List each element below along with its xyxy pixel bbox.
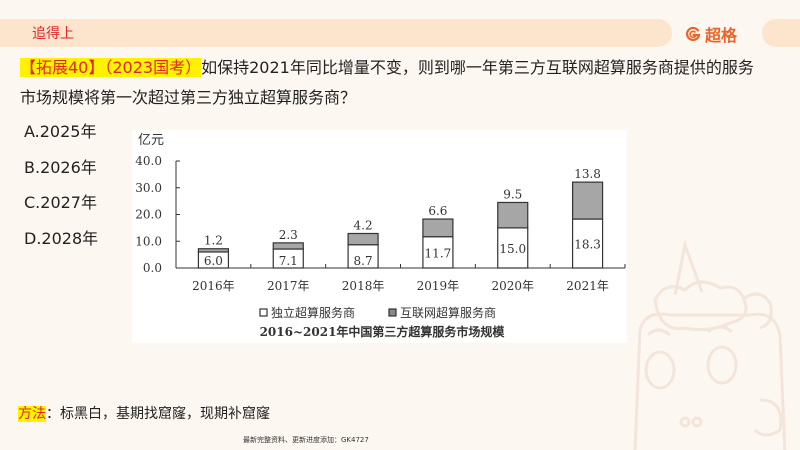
footer-note: 最新完整资料、更新进度添加：GK4727	[243, 436, 369, 444]
x-tick-label: 2016年	[192, 279, 235, 293]
bar-internet	[497, 201, 529, 229]
method-note: 方法：标黑白，基期找窟窿，现期补窟窿	[18, 403, 270, 423]
x-tick-label: 2020年	[491, 279, 534, 293]
option-a[interactable]: A.2025年	[24, 122, 97, 141]
chart-title: 2016~2021年中国第三方超算服务市场规模	[260, 324, 506, 339]
chart-panel: 亿元 0.0 10.0 20.0 30.0 40.0 6.0 1.2 2016年 7.1 2.3 20…	[132, 130, 627, 343]
y-tick-label: 40.0	[135, 154, 162, 168]
x-tick-label: 2019年	[417, 279, 460, 293]
y-tick-label: 10.0	[135, 234, 162, 248]
option-d[interactable]: D.2028年	[24, 228, 99, 248]
bar-internet	[347, 232, 379, 246]
bar-value-label: 13.8	[574, 167, 601, 181]
y-tick-label: 20.0	[135, 208, 162, 222]
method-label: 方法	[18, 406, 46, 422]
bar-value-label: 1.2	[204, 234, 223, 248]
legend-swatch-independent	[259, 308, 268, 317]
bar-internet	[422, 218, 454, 238]
bar-value-label: 9.5	[503, 187, 522, 201]
bar-value-label: 7.1	[279, 254, 298, 268]
header-bar	[0, 19, 672, 47]
section-title: 追得上	[32, 26, 74, 42]
legend-swatch-internet	[388, 308, 397, 317]
g-logo-icon	[686, 26, 701, 42]
bar-value-label: 11.7	[425, 246, 452, 260]
bar-internet	[272, 242, 304, 250]
unicorn-mascot-watermark	[633, 239, 787, 450]
stacked-bar-chart: 亿元 0.0 10.0 20.0 30.0 40.0 6.0 1.2 2016年 7.1 2.3 20…	[135, 133, 626, 339]
bar-value-label: 8.7	[354, 254, 373, 268]
x-tick-label: 2018年	[342, 279, 385, 293]
method-text: ：标黑白，基期找窟窿，现期补窟窿	[46, 406, 270, 422]
x-tick-label: 2017年	[267, 279, 310, 293]
y-tick-label: 0.0	[143, 261, 162, 275]
header-bar-right	[762, 19, 800, 47]
question-tag: 【拓展40】（2023国考）	[20, 58, 202, 77]
bar-value-label: 6.0	[204, 254, 223, 268]
brand-name: 超格	[705, 26, 738, 45]
bar-independent	[422, 236, 454, 269]
legend-label: 独立超算服务商	[271, 305, 355, 320]
answer-options: A.2025年 B.2026年 C.2027年 D.2028年	[24, 118, 98, 260]
legend-label: 互联网超算服务商	[400, 305, 496, 320]
bar-value-label: 4.2	[354, 218, 373, 232]
option-c[interactable]: C.2027年	[24, 193, 97, 212]
bar-value-label: 15.0	[499, 242, 526, 256]
option-b[interactable]: B.2026年	[24, 157, 97, 177]
bar-internet	[571, 181, 604, 220]
question-text: 【拓展40】（2023国考）如保持2021年同比增量不变，则到哪一年第三方互联网…	[20, 53, 760, 113]
bar-internet	[197, 248, 230, 253]
brand-logo: 超格	[685, 22, 737, 46]
y-tick-label: 30.0	[135, 181, 162, 195]
x-tick-label: 2021年	[566, 279, 609, 293]
y-axis-label: 亿元	[138, 133, 164, 148]
question-body: 如保持2021年同比增量不变，则到哪一年第三方互联网超算服务商提供的服务市场规模…	[20, 58, 754, 107]
bar-value-label: 18.3	[574, 238, 601, 252]
bar-value-label: 2.3	[279, 228, 298, 242]
bar-value-label: 6.6	[428, 204, 447, 218]
